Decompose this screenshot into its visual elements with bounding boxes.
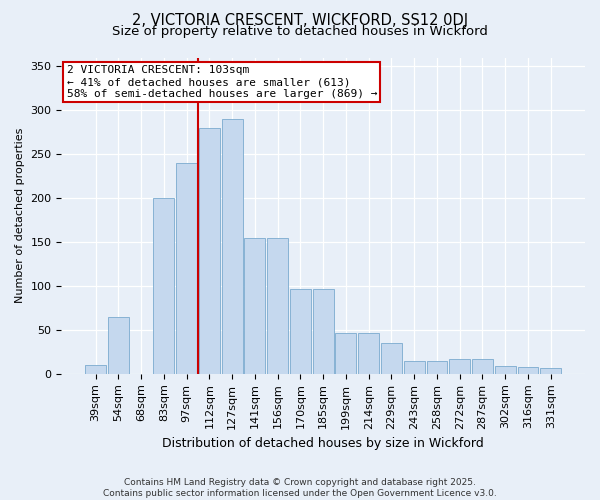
Bar [108,316,129,374]
Text: Contains HM Land Registry data © Crown copyright and database right 2025.
Contai: Contains HM Land Registry data © Crown c… [103,478,497,498]
Bar [449,359,470,374]
Bar [472,359,493,374]
Bar [427,360,448,374]
Bar [176,163,197,374]
Bar [85,365,106,374]
Bar [381,343,402,374]
Bar [290,288,311,374]
Bar [267,238,288,374]
Bar [313,288,334,374]
Bar [222,119,242,374]
Text: Size of property relative to detached houses in Wickford: Size of property relative to detached ho… [112,25,488,38]
Y-axis label: Number of detached properties: Number of detached properties [15,128,25,304]
Bar [404,360,425,374]
Text: 2 VICTORIA CRESCENT: 103sqm
← 41% of detached houses are smaller (613)
58% of se: 2 VICTORIA CRESCENT: 103sqm ← 41% of det… [67,66,377,98]
Bar [540,368,561,374]
X-axis label: Distribution of detached houses by size in Wickford: Distribution of detached houses by size … [163,437,484,450]
Bar [518,367,538,374]
Bar [335,332,356,374]
Bar [495,366,515,374]
Bar [199,128,220,374]
Bar [244,238,265,374]
Bar [358,332,379,374]
Text: 2, VICTORIA CRESCENT, WICKFORD, SS12 0DJ: 2, VICTORIA CRESCENT, WICKFORD, SS12 0DJ [132,12,468,28]
Bar [154,198,175,374]
